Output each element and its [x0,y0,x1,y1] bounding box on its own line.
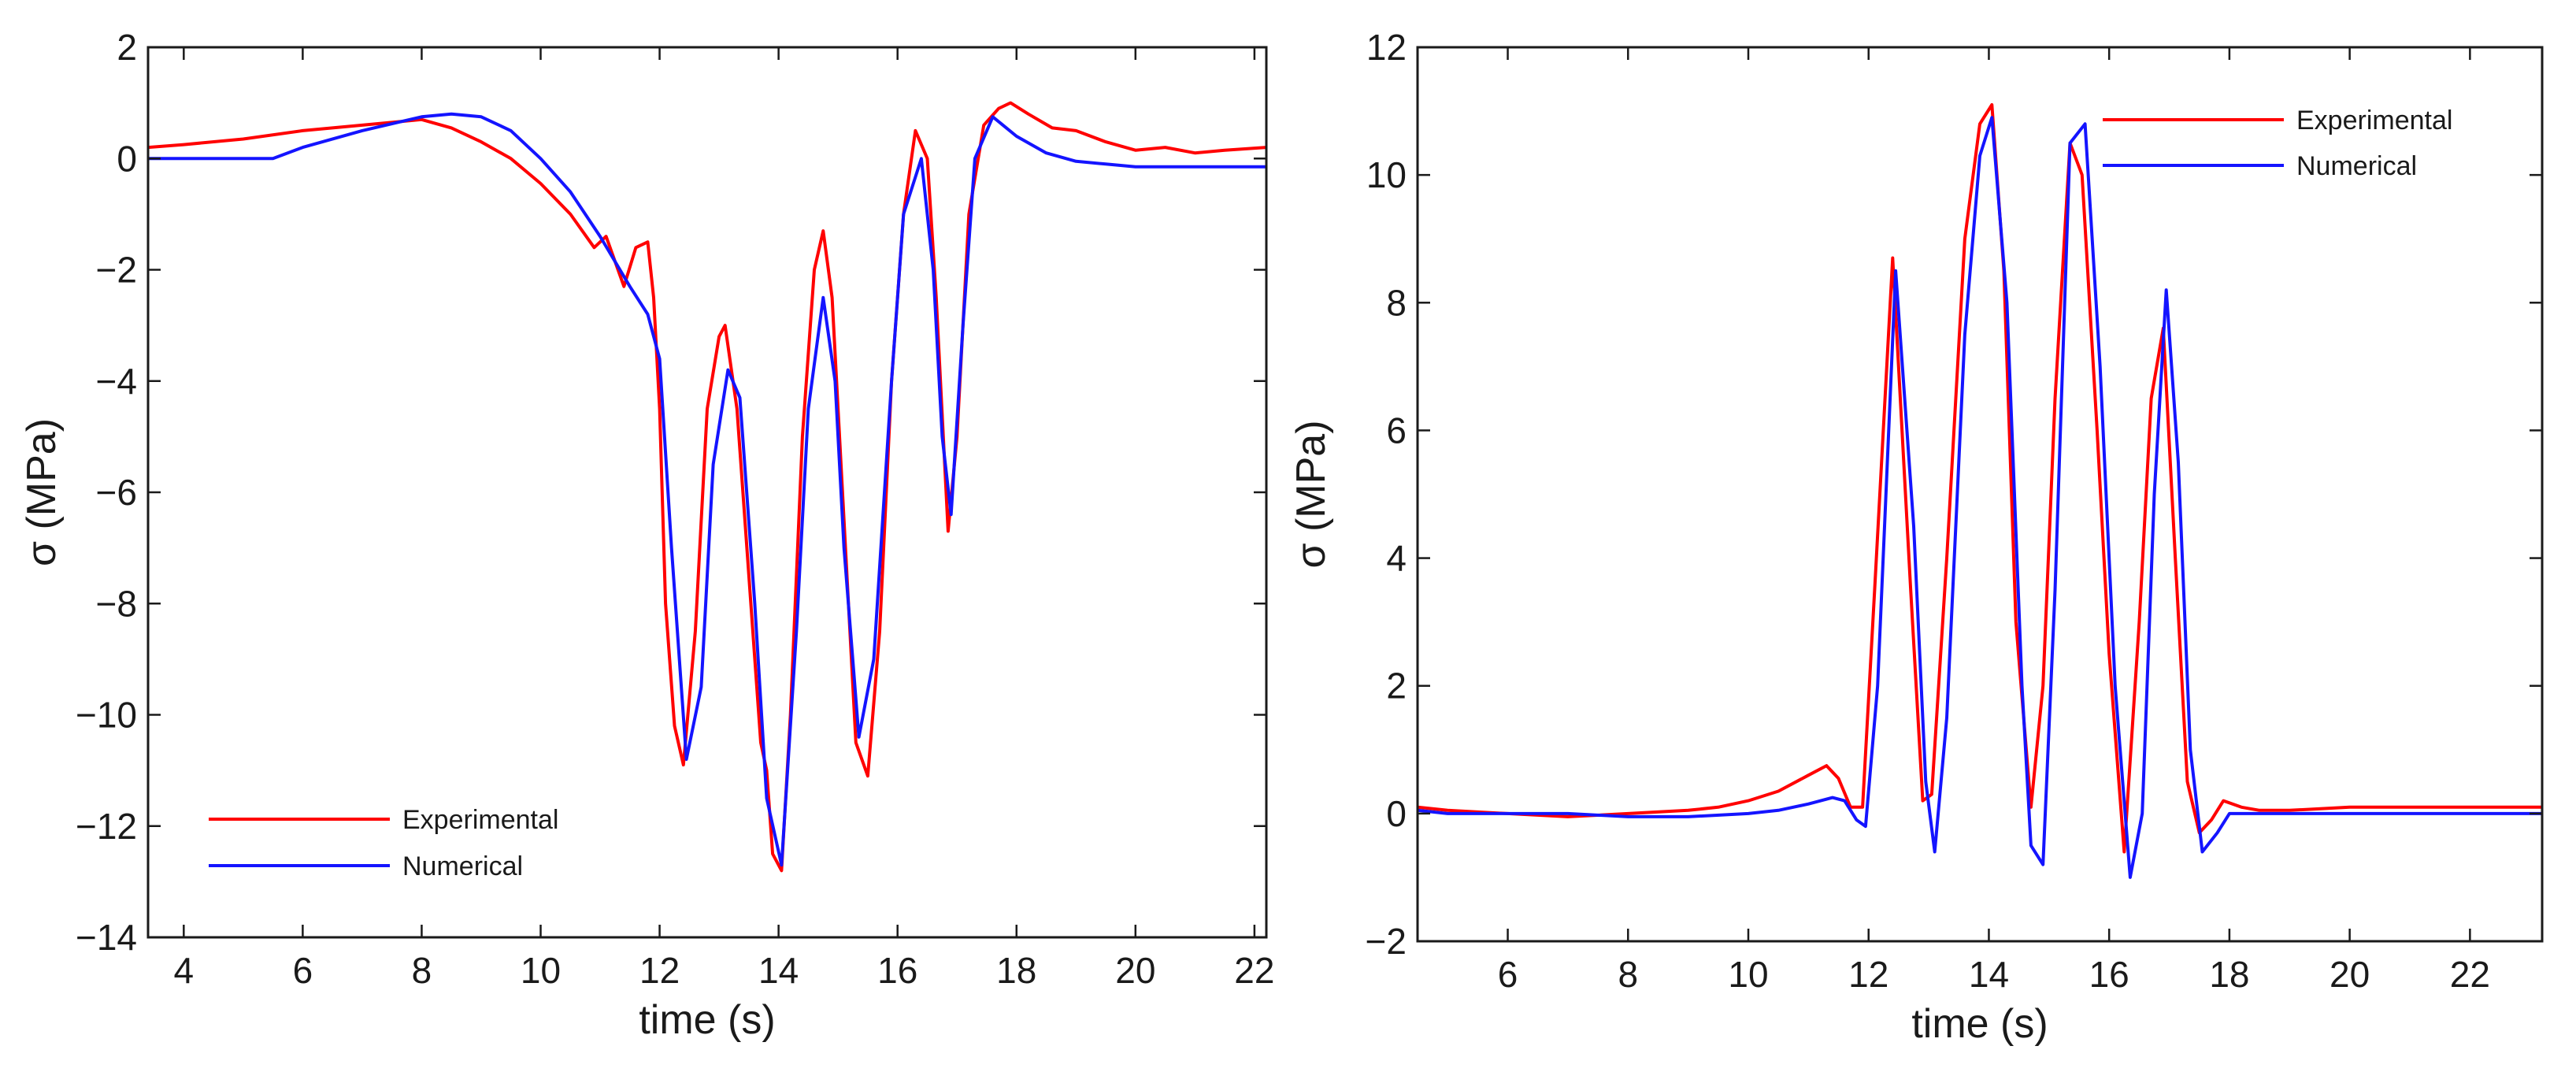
y-tick-label: 2 [117,27,137,68]
y-tick-label: −2 [1366,921,1407,962]
legend: Experimental Numerical [2103,106,2452,181]
y-axis-label: σ (MPa) [19,418,65,566]
y-tick-label: −14 [76,917,137,958]
x-tick-label: 10 [1728,954,1768,995]
y-tick-label: −8 [96,583,137,624]
x-tick-label: 18 [996,950,1036,991]
plot-frame [146,46,1268,939]
x-tick-label: 6 [293,950,313,991]
y-tick-label: 10 [1366,154,1407,195]
x-tick-label: 16 [2089,954,2129,995]
x-tick-label: 12 [639,950,680,991]
series-line-numerical [148,112,1266,867]
plot-frame [1416,46,2544,943]
y-tick-label: 0 [117,138,137,179]
y-tick-label: 12 [1366,27,1407,68]
x-axis-label: time (s) [1911,1001,2048,1047]
legend-label-experimental: Experimental [2296,106,2452,135]
x-tick-label: 14 [758,950,799,991]
x-tick-label: 10 [521,950,561,991]
x-tick-label: 20 [1115,950,1155,991]
y-tick-label: 2 [1386,666,1407,707]
legend: Experimental Numerical [209,805,558,881]
x-tick-label: 8 [412,950,432,991]
legend-label-numerical: Numerical [402,851,523,881]
series-line-experimental [148,101,1266,873]
chart-left: 4 6 8 10 12 14 16 18 20 22 −14 −12 −10 −8 −6 −4 −2 0 2 time… [19,27,1274,1043]
x-tick-label: 14 [1969,954,2009,995]
y-tick-label: 4 [1386,538,1407,579]
x-tick-label: 6 [1498,954,1518,995]
y-tick-label: 0 [1386,793,1407,834]
y-axis-label: σ (MPa) [1288,420,1334,568]
x-tick-label: 16 [877,950,917,991]
y-tick-label: 8 [1386,282,1407,323]
x-axis-label: time (s) [639,997,775,1043]
y-tick-label: −10 [76,695,137,736]
x-tick-label: 12 [1848,954,1888,995]
x-tick-label: 22 [2450,954,2490,995]
series-line-numerical [1418,116,2542,879]
chart-right: 6 8 10 12 14 16 18 20 22 −2 0 2 4 6 8 10 12 time (s) σ (MP… [1288,27,2544,1047]
legend-label-experimental: Experimental [402,805,558,835]
series-line-experimental [1418,103,2542,854]
x-tick-label: 20 [2330,954,2370,995]
y-tick-label: −2 [96,250,137,291]
x-tick-label: 8 [1618,954,1638,995]
legend-label-numerical: Numerical [2296,151,2417,181]
y-tick-label: −6 [96,472,137,513]
x-tick-label: 4 [174,950,195,991]
y-tick-label: 6 [1386,410,1407,451]
x-tick-label: 18 [2209,954,2249,995]
y-tick-label: −12 [76,806,137,847]
y-tick-label: −4 [96,361,137,402]
x-tick-label: 22 [1234,950,1274,991]
